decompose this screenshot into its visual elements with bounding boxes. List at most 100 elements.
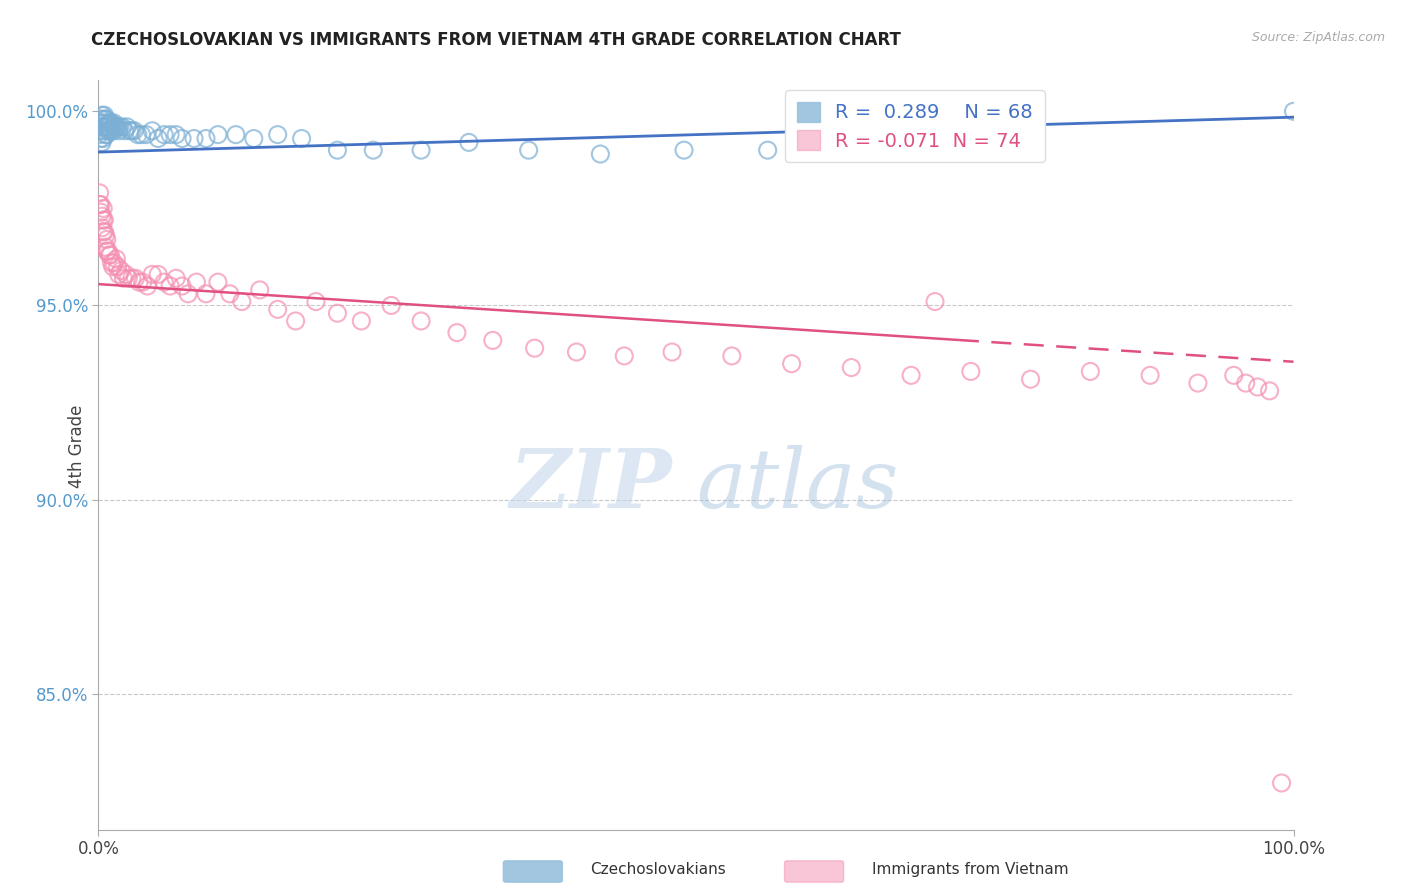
Point <box>148 131 170 145</box>
Point <box>305 294 328 309</box>
Point <box>105 120 128 134</box>
Point <box>565 345 588 359</box>
Point <box>91 209 114 223</box>
Point <box>104 120 127 134</box>
Point <box>96 128 118 142</box>
Text: atlas: atlas <box>696 445 898 524</box>
Point <box>900 368 922 383</box>
Point <box>96 120 118 134</box>
Point <box>131 128 153 142</box>
Point <box>136 279 159 293</box>
Point <box>231 294 253 309</box>
Point <box>107 120 129 134</box>
Point <box>481 334 505 348</box>
Point <box>103 116 125 130</box>
Text: CZECHOSLOVAKIAN VS IMMIGRANTS FROM VIETNAM 4TH GRADE CORRELATION CHART: CZECHOSLOVAKIAN VS IMMIGRANTS FROM VIETN… <box>91 31 901 49</box>
Point <box>267 128 290 142</box>
Point <box>153 128 176 142</box>
Point <box>98 116 122 130</box>
Point <box>100 116 122 130</box>
Point <box>89 186 111 200</box>
Text: 4th Grade: 4th Grade <box>69 404 86 488</box>
Point <box>780 357 803 371</box>
Point <box>613 349 636 363</box>
Point <box>89 116 111 130</box>
Point <box>411 314 433 328</box>
Point <box>1187 376 1209 390</box>
Point <box>380 298 402 312</box>
Point <box>93 116 115 130</box>
Point <box>90 131 112 145</box>
Point <box>1247 380 1270 394</box>
Text: ZIP: ZIP <box>509 445 672 524</box>
Point <box>267 302 290 317</box>
Point <box>101 120 124 134</box>
Point <box>249 283 271 297</box>
Point <box>1223 368 1246 383</box>
Legend: R =  0.289    N = 68, R = -0.071  N = 74: R = 0.289 N = 68, R = -0.071 N = 74 <box>785 90 1045 162</box>
Point <box>350 314 373 328</box>
Point <box>90 120 112 134</box>
Point <box>128 275 150 289</box>
Point <box>96 232 118 246</box>
Point <box>111 120 134 134</box>
Point <box>523 341 546 355</box>
Point <box>94 240 117 254</box>
Point <box>98 248 122 262</box>
Point <box>159 128 181 142</box>
Point <box>924 294 946 309</box>
Point <box>411 143 433 157</box>
Point <box>326 143 349 157</box>
Point <box>141 268 163 282</box>
Point <box>195 286 218 301</box>
Point <box>93 225 115 239</box>
Point <box>94 120 117 134</box>
Point <box>89 128 111 142</box>
Point <box>91 202 114 216</box>
Point <box>177 286 200 301</box>
Point <box>103 256 125 270</box>
Point <box>165 271 187 285</box>
Point <box>721 349 744 363</box>
Point <box>124 271 146 285</box>
Point <box>91 225 114 239</box>
Point <box>105 252 128 266</box>
Point <box>107 124 129 138</box>
Point <box>127 128 149 142</box>
Point <box>458 136 481 150</box>
Point <box>159 279 181 293</box>
Text: Immigrants from Vietnam: Immigrants from Vietnam <box>872 863 1069 877</box>
Point <box>291 131 314 145</box>
Point <box>90 197 112 211</box>
Point <box>91 112 114 127</box>
Point <box>1139 368 1161 383</box>
Point <box>363 143 385 157</box>
Point <box>243 131 266 145</box>
Point <box>172 131 194 145</box>
Point <box>1271 776 1294 790</box>
Point <box>93 108 115 122</box>
Point <box>517 143 540 157</box>
Point <box>100 256 122 270</box>
Point <box>225 128 247 142</box>
Point <box>673 143 696 157</box>
Point <box>135 128 157 142</box>
Point <box>141 124 163 138</box>
Point <box>186 275 208 289</box>
Point <box>756 143 779 157</box>
Point <box>91 131 114 145</box>
Point <box>326 306 349 320</box>
Point <box>93 124 115 138</box>
Point <box>117 271 139 285</box>
Point <box>112 271 135 285</box>
Point <box>172 279 194 293</box>
Point <box>103 124 125 138</box>
Point <box>97 124 120 138</box>
Point <box>284 314 307 328</box>
Point <box>121 271 143 285</box>
Point <box>108 120 131 134</box>
Point <box>91 213 114 227</box>
Point <box>124 124 146 138</box>
Point <box>1282 104 1305 119</box>
Text: Czechoslovakians: Czechoslovakians <box>591 863 727 877</box>
